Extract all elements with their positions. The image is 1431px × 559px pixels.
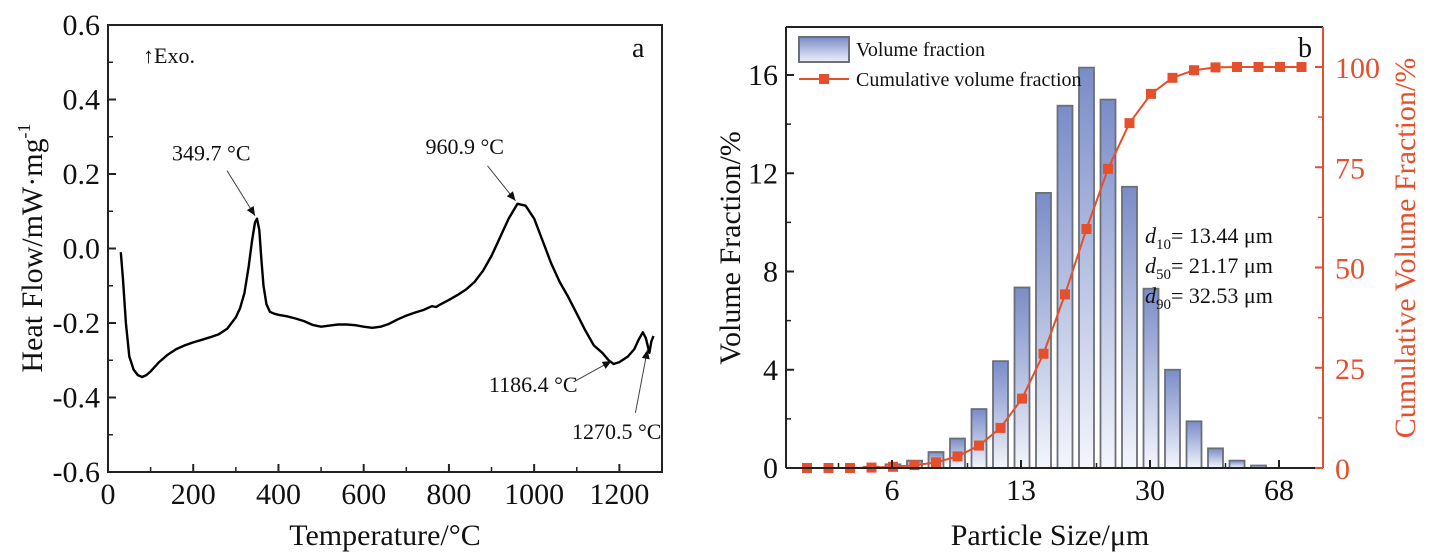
- bar: [1207, 447, 1224, 469]
- annotation-label: 960.9 °C: [425, 134, 503, 159]
- size-statistics: d10= 13.44 μm d50= 21.17 μm d90= 32.53 μ…: [1145, 223, 1273, 313]
- x-axis: 0 200 400 600 800 1000 1200: [101, 464, 649, 511]
- legend-label-cumulative: Cumulative volume fraction: [856, 69, 1082, 91]
- annotation-label: 1270.5 °C: [572, 419, 661, 444]
- cumulative-marker: [1103, 163, 1113, 174]
- y-tick-label: 0: [763, 452, 778, 485]
- bar: [1121, 185, 1138, 469]
- dsc-chart: -0.6 -0.4 -0.2 0.0 0.2 0.4 0.6 0 200 400 600 800 10…: [14, 9, 663, 552]
- x-tick-label: 800: [426, 478, 471, 511]
- bar: [1164, 368, 1181, 469]
- cumulative-marker: [1189, 65, 1199, 76]
- cumulative-marker: [1210, 62, 1221, 73]
- cumulative-marker: [1124, 118, 1135, 129]
- annotation-arrowhead: [506, 191, 516, 201]
- x-tick-label: 0: [101, 478, 116, 511]
- y-axis-title-right: Cumulative Volume Fraction/%: [1389, 58, 1422, 439]
- particle-size-chart: 0 4 8 12 16 0 25 50 75 100 6 13 30 68 Volume fracti…: [714, 26, 1422, 552]
- annotation-label: 1186.4 °C: [489, 372, 578, 397]
- annotation-arrow: [634, 349, 648, 413]
- y-axis-title-left: Volume Fraction/%: [714, 131, 747, 365]
- y-right-tick-label: 75: [1335, 152, 1365, 185]
- stat-d10: d10= 13.44 μm: [1145, 223, 1273, 253]
- cumulative-marker: [1017, 393, 1027, 404]
- cumulative-marker: [931, 457, 941, 468]
- cumulative-marker: [1038, 348, 1049, 359]
- y-axis-title: Heat Flow/mW·mg-1: [14, 123, 49, 372]
- bar: [1142, 287, 1160, 469]
- y-tick-label: 12: [748, 157, 778, 190]
- bar: [1228, 459, 1246, 469]
- legend-swatch-bar: [798, 36, 850, 63]
- y-right-tick-label: 50: [1335, 253, 1365, 286]
- legend-swatch-marker: [819, 74, 829, 84]
- y-tick-label: 8: [763, 256, 778, 289]
- bar: [1056, 104, 1074, 469]
- stat-d50: d50= 21.17 μm: [1145, 253, 1273, 283]
- y-tick-label: -0.2: [53, 307, 101, 340]
- y-tick-label: 4: [763, 354, 778, 387]
- legend: Volume fraction Cumulative volume fracti…: [798, 36, 1082, 91]
- x-tick-label: 6: [885, 474, 900, 507]
- annotation-label: 349.7 °C: [172, 141, 250, 166]
- cumulative-marker: [1253, 62, 1264, 72]
- cumulative-marker: [1081, 224, 1092, 235]
- cumulative-marker: [995, 422, 1006, 433]
- cumulative-marker: [1146, 88, 1156, 99]
- y-tick-label: 0.2: [63, 158, 101, 191]
- x-tick-label: 68: [1264, 474, 1294, 507]
- x-tick-label: 600: [341, 478, 386, 511]
- x-tick-label: 13: [1006, 474, 1036, 507]
- annotation-arrowhead: [246, 205, 256, 216]
- cumulative-marker: [1060, 289, 1070, 300]
- bar: [1099, 98, 1117, 469]
- bar: [1035, 191, 1052, 469]
- cumulative-marker: [1167, 72, 1178, 83]
- x-tick-label: 1200: [589, 478, 649, 511]
- cumulative-marker: [1296, 62, 1307, 72]
- legend-label-volume-fraction: Volume fraction: [856, 39, 985, 61]
- y-right-tick-label: 0: [1335, 453, 1350, 486]
- y-tick-label: 16: [748, 59, 778, 92]
- y-tick-label: 0.4: [63, 84, 101, 117]
- y-axis: -0.6 -0.4 -0.2 0.0 0.2 0.4 0.6: [53, 9, 116, 489]
- bar: [1185, 420, 1203, 469]
- x-tick-label: 30: [1135, 474, 1165, 507]
- plot-frame: [107, 24, 663, 473]
- y-tick-label: 0.6: [63, 9, 101, 42]
- y-tick-label: -0.6: [53, 456, 101, 489]
- y-tick-label: 0.0: [63, 233, 101, 266]
- bar: [992, 360, 1009, 469]
- y-tick-label: -0.4: [53, 382, 101, 415]
- dsc-curve: [119, 202, 655, 379]
- x-axis-title: Particle Size/μm: [951, 519, 1150, 552]
- bar: [1013, 286, 1031, 469]
- x-tick-label: 1000: [504, 478, 564, 511]
- x-tick-label: 200: [171, 478, 216, 511]
- x-tick-label: 400: [256, 478, 301, 511]
- cumulative-marker: [909, 460, 920, 471]
- cumulative-marker: [952, 451, 963, 462]
- exo-direction-note: ↑Exo.: [143, 43, 195, 68]
- y-axis-left: 0 4 8 12 16: [748, 59, 794, 485]
- bar: [1078, 66, 1095, 469]
- y-right-tick-label: 25: [1335, 353, 1365, 386]
- y-axis-right: 0 25 50 75 100: [1315, 52, 1380, 486]
- x-axis: 6 13 30 68: [837, 460, 1294, 507]
- cumulative-marker: [1232, 62, 1242, 72]
- annotation-arrowhead: [641, 349, 650, 360]
- annotation-arrowhead: [601, 360, 612, 369]
- stat-d90: d90= 32.53 μm: [1145, 283, 1273, 313]
- annotations: 349.7 °C 960.9 °C 1186.4 °C 1270.5 °C: [172, 134, 661, 444]
- x-axis-title: Temperature/°C: [289, 519, 480, 552]
- y-right-tick-label: 100: [1335, 52, 1380, 85]
- cumulative-marker: [974, 440, 984, 451]
- bar: [970, 408, 988, 469]
- cumulative-marker: [1275, 62, 1285, 72]
- panel-label-b: b: [1298, 33, 1312, 64]
- panel-label-a: a: [632, 33, 645, 64]
- y-axis-title-superscript: -1: [14, 123, 34, 138]
